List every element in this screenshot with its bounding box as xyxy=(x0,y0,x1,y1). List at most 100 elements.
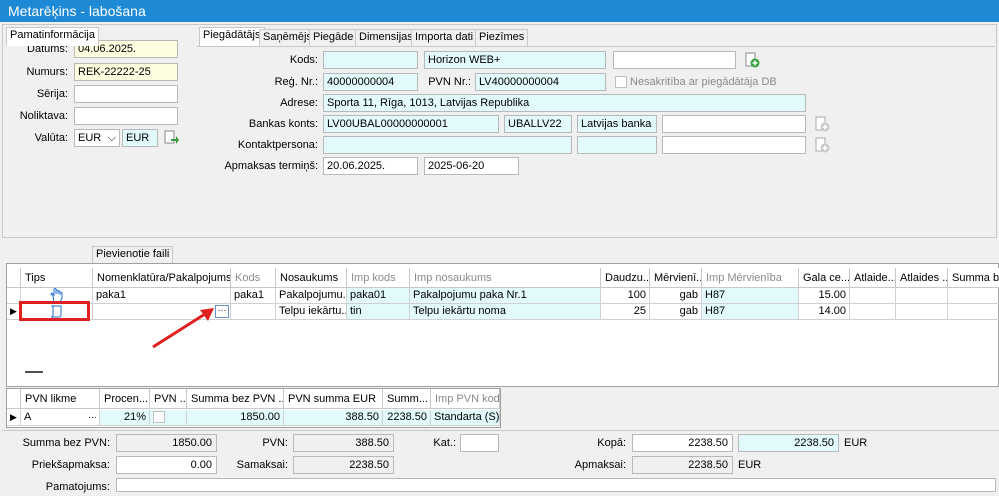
pvn-nr-field[interactable]: LV40000000004 xyxy=(475,73,606,91)
tab-pamatinformacija[interactable]: Pamatinformācija xyxy=(6,27,99,46)
col-pvn-likme[interactable]: PVN likme xyxy=(21,389,100,409)
numurs-field[interactable]: REK-22222-25 xyxy=(74,63,178,81)
col-kods[interactable]: Kods xyxy=(231,268,276,288)
pamatojums-label: Pamatojums: xyxy=(45,481,110,493)
gala-cena-cell[interactable]: 14.00 xyxy=(799,304,850,320)
bankas-konts-field[interactable]: LV00UBAL00000000001 xyxy=(323,115,499,133)
swift-field[interactable]: UBALLV22 xyxy=(504,115,572,133)
atlaides-cell[interactable] xyxy=(896,304,948,320)
prieksapmaksa-field[interactable]: 0.00 xyxy=(116,456,217,474)
kopa-label: Kopā: xyxy=(597,437,626,449)
col-atlaide[interactable]: Atlaide... xyxy=(850,268,896,288)
col-imp-nosaukums[interactable]: Imp nosaukums xyxy=(410,268,601,288)
reg-nr-field[interactable]: 40000000004 xyxy=(323,73,418,91)
imp-nosaukums-cell[interactable]: Telpu iekārtu noma xyxy=(410,304,601,320)
vat-pvn-summa-cell[interactable]: 388.50 xyxy=(284,410,383,426)
kopa-field[interactable]: 2238.50 xyxy=(632,434,733,452)
add-contact-icon[interactable] xyxy=(814,137,830,153)
gala-cena-cell[interactable]: 15.00 xyxy=(799,288,850,304)
kontaktpersona-field[interactable] xyxy=(323,136,572,154)
kontakt-phone-field[interactable] xyxy=(577,136,657,154)
serija-label: Sērija: xyxy=(36,88,68,100)
bank-extra-field[interactable] xyxy=(662,115,806,133)
highlight-box xyxy=(19,301,90,321)
tab-pievienotie-faili[interactable]: Pievienotie faili xyxy=(92,246,174,263)
kontakt-extra-field[interactable] xyxy=(662,136,806,154)
splitter-handle[interactable] xyxy=(25,371,43,373)
apmaksas-termins-field[interactable]: 20.06.2025. xyxy=(323,157,418,175)
refresh-rate-icon[interactable] xyxy=(163,130,179,146)
nesakritiba-checkbox[interactable] xyxy=(615,76,627,88)
daudzums-cell[interactable]: 100 xyxy=(601,288,650,304)
col-imp-kods[interactable]: Imp kods xyxy=(347,268,410,288)
valuta-select[interactable]: EUR ⌵ xyxy=(74,129,120,147)
col-daudzums[interactable]: Daudzu... xyxy=(601,268,650,288)
tab-importa-dati[interactable]: Importa dati xyxy=(411,29,478,46)
kods-cell[interactable] xyxy=(231,304,276,320)
row-indicator xyxy=(7,288,21,304)
tab-sanemejs[interactable]: Saņēmējs xyxy=(259,29,316,46)
col-imp-pvn-kods[interactable]: Imp PVN kods xyxy=(431,389,500,409)
add-bank-icon[interactable] xyxy=(814,116,830,132)
col-summa-bez[interactable]: Summa bez xyxy=(948,268,999,288)
tab-dimensijas[interactable]: Dimensijas xyxy=(355,29,417,46)
vat-summa-cell[interactable]: 2238.50 xyxy=(383,410,431,426)
imp-mervieniba-cell[interactable]: H87 xyxy=(702,288,799,304)
pvn-checkbox[interactable] xyxy=(153,411,165,423)
imp-nosaukums-cell[interactable]: Pakalpojumu paka Nr.1 xyxy=(410,288,601,304)
tab-piegade[interactable]: Piegāde xyxy=(309,29,358,46)
summa-bez-cell[interactable] xyxy=(948,288,999,304)
adrese-field[interactable]: Sporta 11, Rīga, 1013, Latvijas Republik… xyxy=(323,94,806,112)
mervieniba-cell[interactable]: gab xyxy=(650,304,702,320)
summa-bez-cell[interactable] xyxy=(948,304,999,320)
col-pvn[interactable]: PVN ... xyxy=(150,389,187,409)
pamatojums-field[interactable] xyxy=(116,478,996,492)
supplier-extra-field[interactable] xyxy=(613,51,736,69)
atlaide-cell[interactable] xyxy=(850,304,896,320)
vat-summa-bez-cell[interactable]: 1850.00 xyxy=(187,410,284,426)
imp-kods-cell[interactable]: paka01 xyxy=(347,288,410,304)
col-procents[interactable]: Procen... xyxy=(100,389,150,409)
kontaktpersona-label: Kontaktpersona: xyxy=(237,139,318,151)
nomenklatura-cell[interactable] xyxy=(93,304,231,320)
nosaukums-cell[interactable]: Telpu iekārtu... xyxy=(276,304,347,320)
vat-procents-cell[interactable]: 21% xyxy=(100,410,150,426)
noliktava-field[interactable] xyxy=(74,107,178,125)
col-summa[interactable]: Summ... xyxy=(383,389,431,409)
banka-field[interactable]: Latvijas banka xyxy=(577,115,657,133)
mervieniba-cell[interactable]: gab xyxy=(650,288,702,304)
imp-mervieniba-cell[interactable]: H87 xyxy=(702,304,799,320)
vat-imp-kods-cell[interactable]: Standarta (S) xyxy=(431,410,500,426)
atlaides-cell[interactable] xyxy=(896,288,948,304)
kods-cell[interactable]: paka1 xyxy=(231,288,276,304)
vat-likme-cell[interactable]: A ··· xyxy=(21,410,100,426)
tab-piezimes[interactable]: Piezīmes xyxy=(475,29,529,46)
imp-kods-cell[interactable]: tin xyxy=(347,304,410,320)
nomenklatura-cell[interactable]: paka1 xyxy=(93,288,231,304)
vat-pvn-cell[interactable] xyxy=(150,410,187,426)
lookup-ellipsis-button[interactable]: ··· xyxy=(215,305,229,318)
col-summa-bez-pvn[interactable]: Summa bez PVN ... xyxy=(187,389,284,409)
samaksai-field: 2238.50 xyxy=(293,456,394,474)
nosaukums-cell[interactable]: Pakalpojumu... xyxy=(276,288,347,304)
col-pvn-summa[interactable]: PVN summa EUR xyxy=(284,389,383,409)
kat-field[interactable] xyxy=(460,434,499,452)
col-nomenklatura[interactable]: Nomenklatūra/Pakalpojums xyxy=(93,268,231,288)
col-mervieniba[interactable]: Mērvienī... xyxy=(650,268,702,288)
ellipsis-icon[interactable]: ··· xyxy=(88,412,97,422)
serija-field[interactable] xyxy=(74,85,178,103)
arrow-annotation xyxy=(152,308,214,349)
col-imp-mervieniba[interactable]: Imp Mērvienība xyxy=(702,268,799,288)
supplier-name-field[interactable]: Horizon WEB+ xyxy=(424,51,606,69)
col-tips[interactable]: Tips xyxy=(21,268,93,288)
kods-field[interactable] xyxy=(323,51,418,69)
grid-corner xyxy=(7,268,21,288)
col-gala-cena[interactable]: Gala ce... xyxy=(799,268,850,288)
atlaide-cell[interactable] xyxy=(850,288,896,304)
col-atlaides[interactable]: Atlaides ... xyxy=(896,268,948,288)
add-document-icon[interactable] xyxy=(744,52,760,68)
tab-piegadatajs[interactable]: Piegādātājs xyxy=(199,27,265,46)
daudzums-cell[interactable]: 25 xyxy=(601,304,650,320)
datums-field[interactable]: 04.06.2025. xyxy=(74,40,178,58)
col-nosaukums[interactable]: Nosaukums xyxy=(276,268,347,288)
